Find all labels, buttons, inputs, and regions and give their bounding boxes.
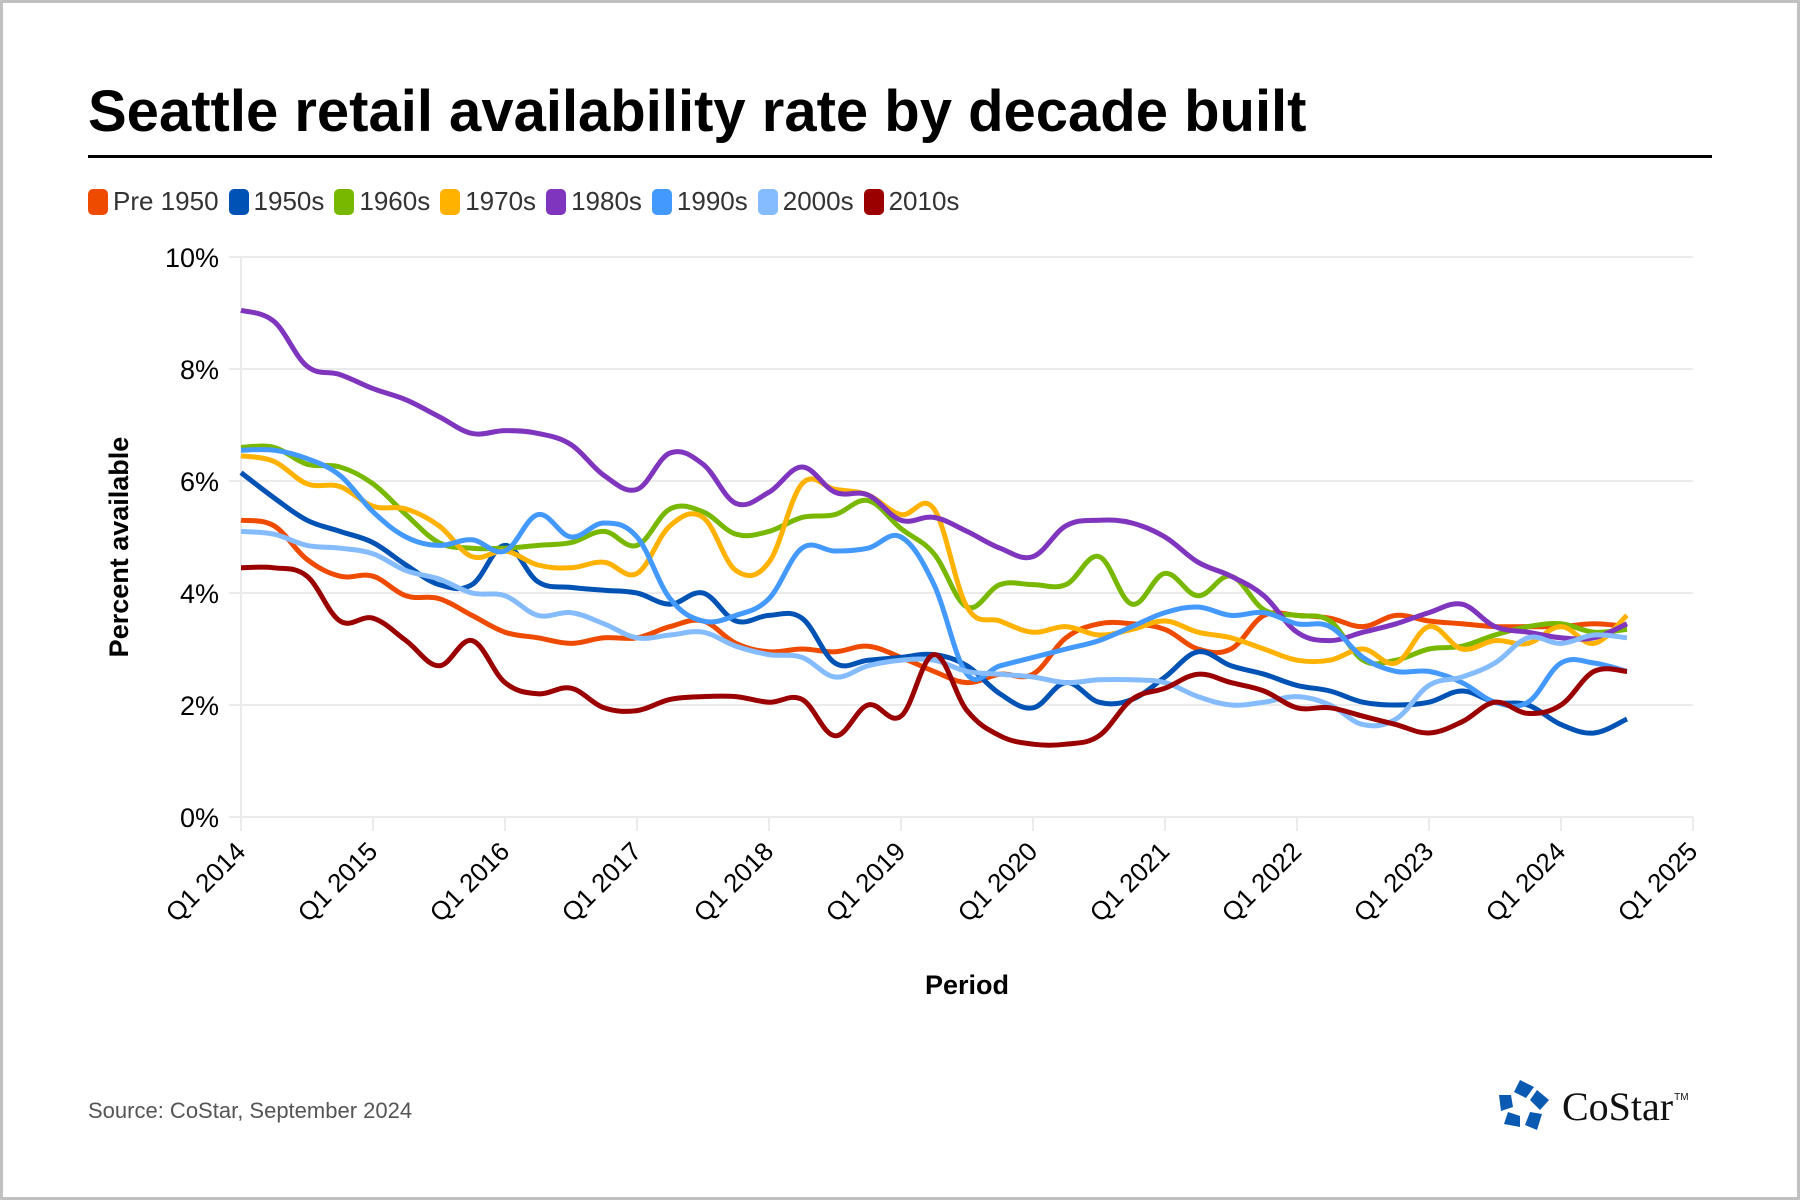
y-axis-title: Percent available: [104, 437, 134, 658]
x-tick-label: Q1 2021: [1083, 836, 1175, 928]
legend-item[interactable]: 2000s: [757, 186, 854, 217]
x-tick-label: Q1 2018: [687, 836, 779, 928]
legend-label: 2010s: [888, 186, 960, 216]
y-tick-label: 10%: [165, 243, 219, 273]
logo-trademark: TM: [1674, 1092, 1689, 1103]
legend-swatch: [334, 188, 355, 215]
legend-item[interactable]: 1960s: [334, 186, 430, 217]
x-tick-label: Q1 2015: [291, 836, 383, 928]
y-tick-label: 2%: [180, 691, 219, 721]
chart-title: Seattle retail availability rate by deca…: [88, 79, 1307, 144]
x-tick-label: Q1 2024: [1479, 836, 1571, 928]
legend-swatch: [440, 188, 461, 215]
x-tick-label: Q1 2019: [819, 836, 911, 928]
legend-label: 2000s: [782, 186, 854, 216]
legend-item[interactable]: 1950s: [228, 186, 325, 217]
source-note: Source: CoStar, September 2024: [88, 1098, 413, 1123]
x-tick-label: Q1 2022: [1215, 836, 1307, 928]
x-tick-label: Q1 2017: [555, 836, 647, 928]
series-line-1990s: [240, 447, 1628, 709]
legend-label: 1980s: [571, 186, 642, 216]
legend-label: 1990s: [676, 186, 748, 216]
costar-logo: CoStar TM: [1496, 1078, 1689, 1134]
series-line-1980s: [240, 307, 1629, 644]
legend-label: 1960s: [359, 186, 431, 216]
costar-star-icon: [1499, 1080, 1549, 1130]
y-tick-label: 8%: [180, 355, 219, 385]
x-tick-label: Q1 2025: [1611, 836, 1703, 928]
legend-swatch: [88, 188, 108, 215]
legend-item[interactable]: 1980s: [546, 186, 642, 217]
legend-swatch: [863, 188, 884, 215]
y-tick-label: 4%: [180, 579, 219, 609]
legend-label: 1970s: [465, 186, 537, 216]
series-line-2000s: [240, 528, 1628, 729]
legend-item[interactable]: 1990s: [651, 186, 748, 217]
x-tick-label: Q1 2016: [423, 836, 515, 928]
y-tick-label: 0%: [180, 803, 219, 833]
legend-swatch: [651, 188, 672, 215]
x-tick-label: Q1 2020: [951, 836, 1043, 928]
series-line-1970s: [240, 453, 1629, 667]
x-tick-label: Q1 2014: [159, 836, 251, 928]
series-line-1960s: [240, 443, 1628, 667]
series-line-2010s: [240, 564, 1628, 748]
y-tick-label: 6%: [180, 467, 219, 497]
legend-swatch: [757, 188, 778, 215]
legend-swatch: [546, 188, 567, 215]
title-divider: [88, 155, 1712, 158]
legend-label: Pre 1950: [113, 186, 219, 216]
legend: Pre 1950 1950s 1960s 1970s 1980s 1990s 2000s 20…: [88, 186, 969, 217]
x-tick-label: Q1 2023: [1347, 836, 1439, 928]
legend-item[interactable]: 2010s: [863, 186, 960, 217]
legend-item[interactable]: Pre 1950: [88, 186, 219, 217]
legend-item[interactable]: 1970s: [440, 186, 536, 217]
legend-swatch: [228, 188, 249, 215]
logo-text: CoStar: [1562, 1083, 1674, 1129]
series-line-pre-1950: [240, 517, 1628, 686]
x-axis-title: Period: [925, 970, 1009, 1000]
legend-label: 1950s: [253, 186, 325, 216]
